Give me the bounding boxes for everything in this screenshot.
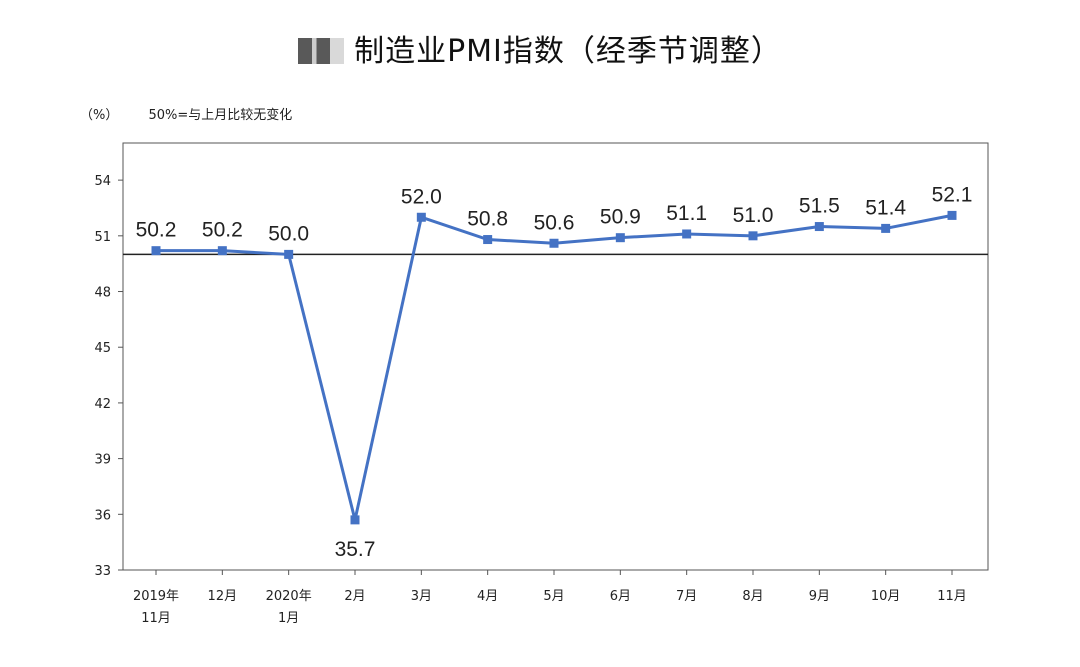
- data-labels: 50.2 50.2 50.0 35.7 52.0 50.8 50.6 50.9 51.1 51.0…: [136, 183, 973, 560]
- data-label: 52.0: [401, 185, 442, 208]
- x-tick-label: 10月: [871, 589, 901, 604]
- chart-title-text: 制造业PMI指数（经季节调整）: [354, 34, 782, 69]
- x-axis: 2019年 11月 12月 2020年 1月 2月 3月 4月 5月 6月 7月 8月 9月 10月 11月: [133, 570, 967, 626]
- x-tick-label: 8月: [742, 589, 763, 604]
- data-point: [947, 210, 957, 220]
- data-label: 51.0: [733, 204, 774, 227]
- data-label: 50.0: [268, 222, 309, 245]
- data-point: [748, 231, 758, 241]
- data-point: [350, 515, 360, 525]
- y-tick-label: 42: [94, 397, 111, 412]
- reference-note: 50%=与上月比较无变化: [148, 108, 293, 123]
- chart-title: 制造业PMI指数（经季节调整）: [0, 26, 1080, 70]
- data-label: 52.1: [932, 183, 973, 206]
- data-label: 50.2: [202, 219, 243, 242]
- data-point: [151, 246, 161, 256]
- unit-note: （%） 50%=与上月比较无变化: [80, 104, 318, 123]
- y-axis: 33 36 39 42 45 48 51 54: [94, 174, 123, 579]
- data-label: 51.4: [865, 196, 906, 219]
- data-point: [881, 223, 891, 233]
- y-tick-label: 54: [94, 174, 111, 189]
- plot-frame: [122, 142, 989, 571]
- data-point: [682, 229, 692, 239]
- x-tick-label: 3月: [411, 589, 432, 604]
- x-tick-label: 6月: [610, 589, 631, 604]
- data-point: [284, 249, 294, 259]
- data-label: 50.6: [534, 211, 575, 234]
- x-tick-label: 2020年 1月: [266, 589, 312, 626]
- x-tick-label: 5月: [543, 589, 564, 604]
- series-markers: [151, 210, 957, 525]
- x-tick-label: 7月: [676, 589, 697, 604]
- data-point: [549, 238, 559, 248]
- y-tick-label: 33: [94, 564, 111, 579]
- x-tick-label: 2019年 11月: [133, 589, 179, 626]
- data-label: 50.8: [467, 208, 508, 231]
- x-tick-label: 2月: [344, 589, 365, 604]
- y-tick-label: 51: [94, 230, 111, 245]
- y-unit-label: （%）: [80, 108, 119, 123]
- data-point: [814, 222, 824, 232]
- data-point: [416, 212, 426, 222]
- data-point: [217, 246, 227, 256]
- data-point: [615, 233, 625, 243]
- logo-icon: [298, 38, 345, 64]
- x-tick-label: 9月: [809, 589, 830, 604]
- y-tick-label: 39: [94, 453, 111, 468]
- y-tick-label: 36: [94, 508, 111, 523]
- x-tick-label: 11月: [937, 589, 967, 604]
- series-line: [156, 213, 953, 521]
- x-tick-label: 12月: [208, 589, 238, 604]
- data-label: 51.5: [799, 195, 840, 218]
- data-label: 50.9: [600, 206, 641, 229]
- data-label: 35.7: [335, 538, 376, 561]
- x-tick-label: 4月: [477, 589, 498, 604]
- y-tick-label: 45: [94, 341, 111, 356]
- data-label: 50.2: [136, 219, 177, 242]
- y-tick-label: 48: [94, 286, 111, 301]
- data-label: 51.1: [666, 202, 707, 225]
- data-point: [483, 235, 493, 245]
